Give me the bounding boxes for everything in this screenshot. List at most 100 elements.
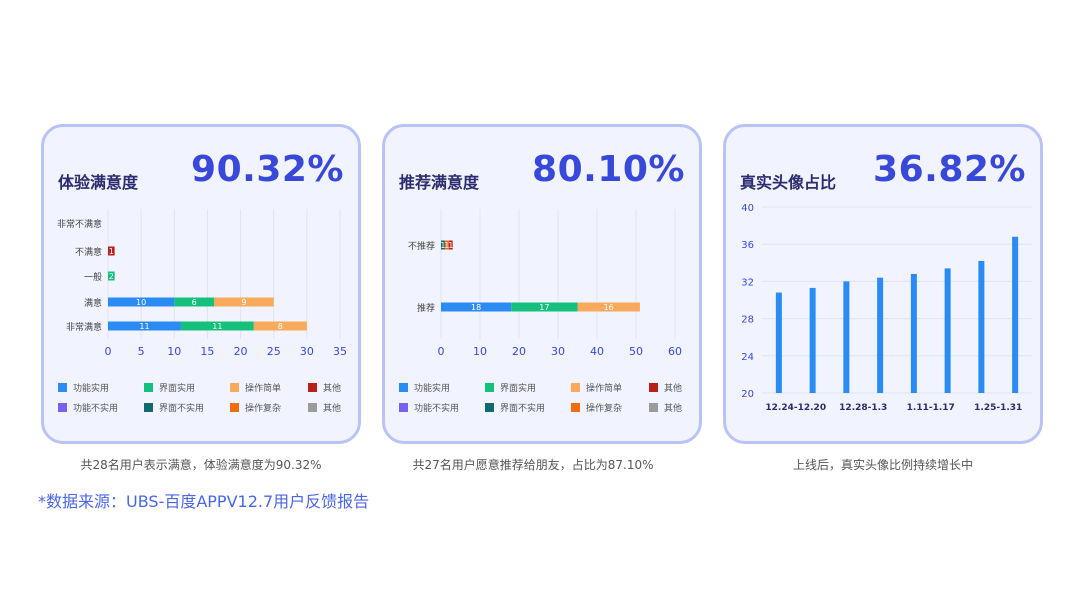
category-label: 非常不满意 (57, 218, 102, 230)
legend-swatch (649, 383, 658, 392)
legend-swatch (308, 403, 317, 412)
x-tick-label: 40 (590, 345, 604, 358)
y-tick-label: 32 (741, 277, 754, 288)
data-label: 10 (136, 298, 146, 307)
legend-item: 其他 (308, 381, 341, 394)
legend-label: 操作复杂 (586, 404, 623, 414)
legend-label: 操作简单 (586, 384, 623, 394)
data-label: 16 (604, 303, 614, 312)
bar (775, 292, 782, 393)
x-tick-label: 12.24-12.20 (765, 403, 826, 413)
card-value: 36.82% (873, 149, 1026, 190)
bar-segment (108, 321, 181, 331)
legend-label: 功能实用 (414, 384, 451, 394)
card-caption: 共27名用户愿意推荐给朋友，占比为87.10% (412, 458, 654, 472)
data-label: 8 (278, 322, 283, 331)
data-source-note: *数据来源：UBS-百度APPV12.7用户反馈报告 (38, 492, 370, 511)
bar (978, 260, 985, 393)
x-tick-label: 10 (473, 345, 487, 358)
legend-label: 其他 (664, 404, 683, 414)
legend-label: 操作复杂 (245, 404, 282, 414)
legend-label: 界面实用 (159, 384, 196, 394)
category-label: 推荐 (417, 302, 435, 314)
data-label: 18 (471, 303, 481, 312)
card-value: 80.10% (532, 149, 685, 190)
x-tick-label: 60 (668, 345, 682, 358)
bar-segment (180, 321, 254, 331)
legend-label: 其他 (664, 384, 683, 394)
bar-segment (441, 240, 445, 250)
y-tick-label: 28 (741, 315, 754, 326)
legend-swatch (399, 383, 408, 392)
data-label: 1 (444, 241, 449, 250)
legend-swatch (571, 383, 580, 392)
x-tick-label: 30 (551, 345, 565, 358)
legend-label: 界面不实用 (159, 404, 205, 414)
data-label: 1 (440, 241, 445, 250)
legend-swatch (230, 383, 239, 392)
x-tick-label: 25 (267, 345, 281, 358)
recommend-card: 推荐满意度 80.10% 0 10 20 30 40 50 60 不推荐 1 1 1 推荐 18 17 16… (382, 124, 702, 444)
bar-segment (253, 321, 307, 331)
legend-item: 界面实用 (485, 381, 536, 394)
recommend-chart: 0 10 20 30 40 50 60 不推荐 111 推荐 18 17 16 (408, 209, 682, 358)
satisfaction-card: 体验满意度 90.32% 0 5 10 15 20 25 30 35 非常不满意 不满意 1 一般 2 满… (41, 124, 361, 444)
x-tick-label: 35 (333, 345, 347, 358)
bar-segment (108, 271, 115, 281)
legend-swatch (144, 383, 153, 392)
legend-swatch (649, 403, 658, 412)
category-label: 不满意 (75, 246, 102, 258)
bar (910, 273, 917, 393)
legend-item: 功能实用 (399, 381, 450, 394)
card-title: 体验满意度 (58, 173, 139, 192)
legend-item: 功能不实用 (399, 401, 459, 414)
legend-label: 操作简单 (245, 384, 282, 394)
x-tick-label: 1.11-1.17 (907, 403, 955, 413)
legend-swatch (230, 403, 239, 412)
legend-label: 界面不实用 (500, 404, 546, 414)
legend-item: 界面不实用 (485, 401, 545, 414)
legend-item: 操作复杂 (571, 401, 622, 414)
bar-segment (214, 297, 274, 307)
y-tick-label: 24 (741, 352, 754, 363)
card-value: 90.32% (191, 149, 344, 190)
data-label: 11 (212, 322, 222, 331)
x-tick-label: 15 (200, 345, 214, 358)
x-tick-label: 0 (438, 345, 445, 358)
bar-segment (577, 302, 640, 312)
bar-segment (444, 240, 449, 250)
category-label: 不推荐 (408, 240, 435, 252)
bar-segment (511, 302, 578, 312)
x-tick-label: 0 (105, 345, 112, 358)
category-label: 非常满意 (66, 321, 102, 333)
bar-segment (448, 240, 453, 250)
bar-segment (108, 297, 175, 307)
legend-label: 功能不实用 (73, 404, 119, 414)
legend-item: 操作简单 (230, 381, 281, 394)
legend-swatch (144, 403, 153, 412)
data-label: 11 (139, 322, 149, 331)
legend-item: 其他 (649, 381, 682, 394)
legend-item: 功能不实用 (58, 401, 118, 414)
legend-item: 操作简单 (571, 381, 622, 394)
legend-item: 其他 (649, 401, 682, 414)
bar (944, 268, 951, 393)
category-label: 满意 (84, 297, 102, 309)
x-tick-label: 50 (629, 345, 643, 358)
bar (877, 277, 884, 393)
legend-label: 功能不实用 (414, 404, 460, 414)
legend-swatch (308, 383, 317, 392)
bar (1012, 236, 1019, 393)
legend-item: 操作复杂 (230, 401, 281, 414)
legend-item: 功能实用 (58, 381, 109, 394)
legend-label: 其他 (323, 404, 342, 414)
category-label: 一般 (84, 271, 102, 283)
data-label: 1 (448, 241, 453, 250)
legend-item: 界面不实用 (144, 401, 204, 414)
avatar-ratio-chart: 20 24 28 32 36 40 12.24-12.20 12.28-1.3 1.11-1.1… (741, 203, 1032, 413)
legend-swatch (58, 383, 67, 392)
legend-label: 其他 (323, 384, 342, 394)
bar-segment (108, 246, 115, 256)
legend-swatch (485, 403, 494, 412)
avatar-ratio-card: 真实头像占比 36.82% 20 24 28 32 36 40 12.24-12.20 12.… (723, 124, 1043, 444)
